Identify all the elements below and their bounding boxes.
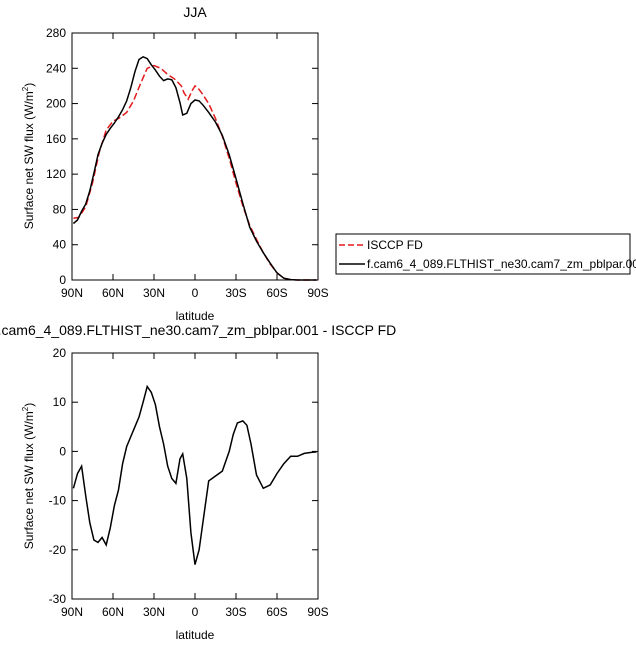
x-tick-label: 30N	[143, 286, 165, 300]
bottom-plot-xlabel: latitude	[176, 628, 215, 642]
x-tick-label: 60S	[266, 605, 287, 619]
top-plot-y-tick-labels: 0 40 80 120 160 200 240 280	[46, 26, 66, 287]
bottom-plot-x-tick-labels: 90N 60N 30N 0 30S 60S 90S	[61, 605, 329, 619]
x-tick-label: 30S	[225, 605, 246, 619]
y-tick-label: 20	[53, 346, 67, 360]
bottom-plot-ylabel-main: Surface net SW flux (W/m	[22, 411, 36, 549]
y-tick-label: 240	[46, 61, 66, 75]
y-tick-label: 160	[46, 132, 66, 146]
top-plot-ticks	[71, 32, 319, 281]
y-tick-label: 0	[59, 273, 66, 287]
y-tick-label: 200	[46, 97, 66, 111]
legend-box	[335, 233, 631, 275]
x-tick-label: 60N	[102, 286, 124, 300]
x-tick-label: 0	[192, 286, 199, 300]
top-plot-x-tick-labels: 90N 60N 30N 0 30S 60S 90S	[61, 286, 329, 300]
legend-model-label: f.cam6_4_089.FLTHIST_ne30.cam7_zm_pblpar…	[367, 257, 636, 271]
x-tick-label: 60N	[102, 605, 124, 619]
bottom-plot-ylabel-sup: 2	[21, 406, 30, 411]
x-tick-label: 90N	[61, 286, 83, 300]
legend-isccp-label: ISCCP FD	[367, 238, 423, 252]
isccp-fd-line	[73, 64, 317, 281]
top-plot-xlabel: latitude	[176, 309, 215, 323]
difference-line	[72, 384, 317, 565]
y-tick-label: -30	[49, 592, 67, 606]
x-tick-label: 60S	[266, 286, 287, 300]
top-plot-ylabel: Surface net SW flux (W/m2)	[21, 83, 36, 229]
bottom-plot: f.cam6_4_089.FLTHIST_ne30.cam7_zm_pblpar…	[0, 322, 396, 642]
top-plot-frame	[71, 32, 319, 281]
x-tick-label: 90S	[307, 605, 328, 619]
y-tick-label: 10	[53, 395, 67, 409]
top-plot: JJA 0 40 80 120 160 200 240 280 90N 60N 30N 0 30S 60…	[21, 4, 329, 323]
top-plot-title: JJA	[183, 4, 207, 20]
y-tick-label: 40	[53, 238, 67, 252]
legend: ISCCP FD f.cam6_4_089.FLTHIST_ne30.cam7_…	[335, 233, 636, 275]
x-tick-label: 0	[192, 605, 199, 619]
x-tick-label: 30N	[143, 605, 165, 619]
top-plot-ylabel-close: )	[22, 83, 36, 87]
y-tick-label: -10	[49, 494, 67, 508]
x-tick-label: 30S	[225, 286, 246, 300]
x-tick-label: 90S	[307, 286, 328, 300]
y-tick-label: 280	[46, 26, 66, 40]
y-tick-label: 80	[53, 202, 67, 216]
model-line	[72, 55, 317, 281]
bottom-plot-ylabel-close: )	[22, 403, 36, 407]
y-tick-label: 0	[59, 444, 66, 458]
bottom-plot-frame	[71, 352, 319, 600]
bottom-plot-y-tick-labels: -30 -20 -10 0 10 20	[49, 346, 67, 606]
bottom-plot-ylabel: Surface net SW flux (W/m2)	[21, 403, 36, 549]
bottom-plot-title: f.cam6_4_089.FLTHIST_ne30.cam7_zm_pblpar…	[0, 322, 396, 338]
top-plot-ylabel-main: Surface net SW flux (W/m	[22, 91, 36, 229]
top-plot-ylabel-sup: 2	[21, 86, 30, 91]
y-tick-label: 120	[46, 167, 66, 181]
y-tick-label: -20	[49, 543, 67, 557]
x-tick-label: 90N	[61, 605, 83, 619]
